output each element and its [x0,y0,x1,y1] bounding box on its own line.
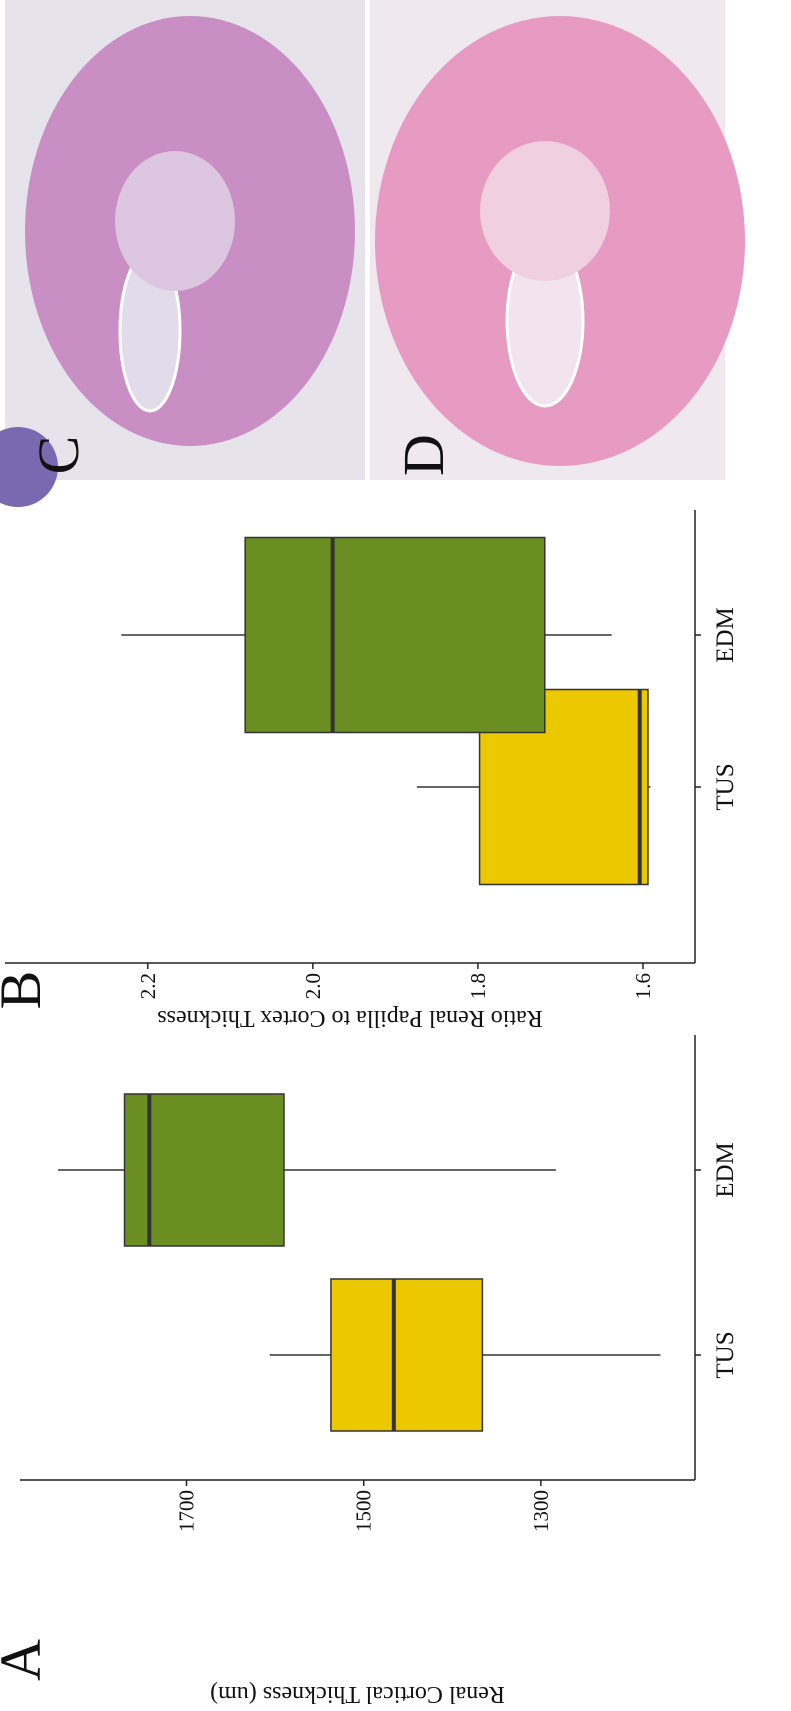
micrograph-c [0,0,365,507]
panel-label: A [0,1639,53,1681]
y-axis-title: Ratio Renal Papilla to Cortex Thickness [157,1005,543,1031]
x-tick-label: TUS [712,1331,739,1378]
x-tick-label: TUS [712,763,739,810]
y-tick-label: 1.6 [631,973,655,999]
page: C D 1300 1500 1700 Renal Cortical Thickness… [0,0,791,1711]
panel-label: C [26,436,91,475]
y-tick-label: 1.8 [466,973,490,999]
x-tick-label: EDM [712,1142,739,1198]
panel-label: B [0,971,53,1010]
medulla [480,141,610,281]
rotated-figure: C D 1300 1500 1700 Renal Cortical Thickness… [0,0,745,1707]
panel-label: D [391,434,456,476]
box [331,1279,482,1431]
y-tick-label: 1700 [175,1490,199,1532]
y-tick-label: 1500 [352,1490,376,1532]
y-tick-label: 2.2 [136,973,160,999]
x-tick-label: EDM [712,607,739,663]
y-axis-title: Renal Cortical Thickness (um) [210,1681,505,1707]
y-tick-label: 2.0 [301,973,325,999]
box [245,538,545,733]
figure: C D 1300 1500 1700 Renal Cortical Thickness… [0,0,791,1711]
micrograph-d [370,0,745,480]
medulla [115,151,235,291]
y-tick-label: 1300 [529,1490,553,1532]
